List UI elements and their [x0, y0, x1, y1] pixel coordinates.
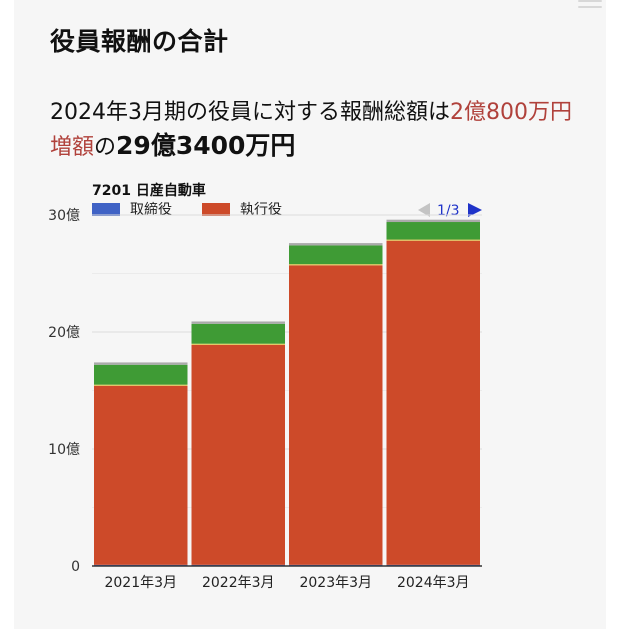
- y-tick-label: 10億: [48, 442, 80, 458]
- pager-prev-icon[interactable]: [418, 203, 430, 217]
- x-tick-label: 2022年3月: [202, 575, 275, 591]
- bars: [94, 219, 480, 566]
- x-tick-label: 2023年3月: [299, 575, 372, 591]
- x-axis: 2021年3月 2022年3月 2023年3月 2024年3月: [104, 575, 469, 591]
- legend-label-director: 取締役: [130, 201, 172, 218]
- bar-segment-2: [191, 343, 285, 345]
- headline-part1: 2024年3月期の役員に対する報酬総額は: [50, 100, 450, 125]
- bar-segment-2: [94, 384, 188, 386]
- bar-segment-4: [191, 321, 285, 324]
- pager: 1/3: [418, 203, 482, 219]
- headline-part2: の: [94, 135, 117, 160]
- bar-segment-1: [386, 240, 480, 565]
- bar-segment-1: [191, 344, 285, 565]
- legend: 取締役 執行役: [92, 201, 282, 218]
- bar-segment-3: [191, 323, 285, 344]
- headline: 2024年3月期の役員に対する報酬総額は2億800万円増額の29億3400万円: [50, 96, 610, 164]
- bar-segment-4: [94, 362, 188, 365]
- x-tick-label: 2021年3月: [104, 575, 177, 591]
- bar-segment-1: [94, 385, 188, 565]
- headline-delta: 2億800万円: [450, 100, 572, 125]
- bar-segment-1: [289, 265, 383, 565]
- y-tick-label: 30億: [48, 208, 80, 224]
- pager-next-icon[interactable]: [468, 203, 482, 217]
- legend-label-executive: 執行役: [240, 202, 282, 218]
- y-axis: 0 10億 20億 30億: [48, 208, 80, 575]
- headline-total: 29億3400万円: [116, 131, 296, 160]
- hamburger-menu-icon[interactable]: [578, 0, 602, 14]
- bar-segment-4: [386, 219, 480, 223]
- bar-segment-3: [289, 245, 383, 265]
- y-tick-label: 20億: [48, 325, 80, 341]
- bar-segment-3: [386, 222, 480, 240]
- bar-segment-2: [386, 239, 480, 241]
- legend-swatch-director: [92, 203, 120, 216]
- bar-segment-3: [94, 364, 188, 385]
- legend-swatch-executive: [202, 203, 230, 216]
- pager-label: 1/3: [437, 203, 460, 219]
- y-tick-label: 0: [71, 559, 80, 575]
- x-tick-label: 2024年3月: [397, 575, 470, 591]
- headline-delta-label: 増額: [50, 135, 95, 160]
- compensation-chart: 7201 日産自動車 取締役 執行役 1/3 0 10億 20億 30億 2021年3…: [48, 182, 482, 591]
- section-title: 役員報酬の合計: [50, 27, 229, 56]
- chart-title: 7201 日産自動車: [92, 182, 206, 199]
- bar-segment-2: [289, 264, 383, 266]
- bar-segment-4: [289, 243, 383, 246]
